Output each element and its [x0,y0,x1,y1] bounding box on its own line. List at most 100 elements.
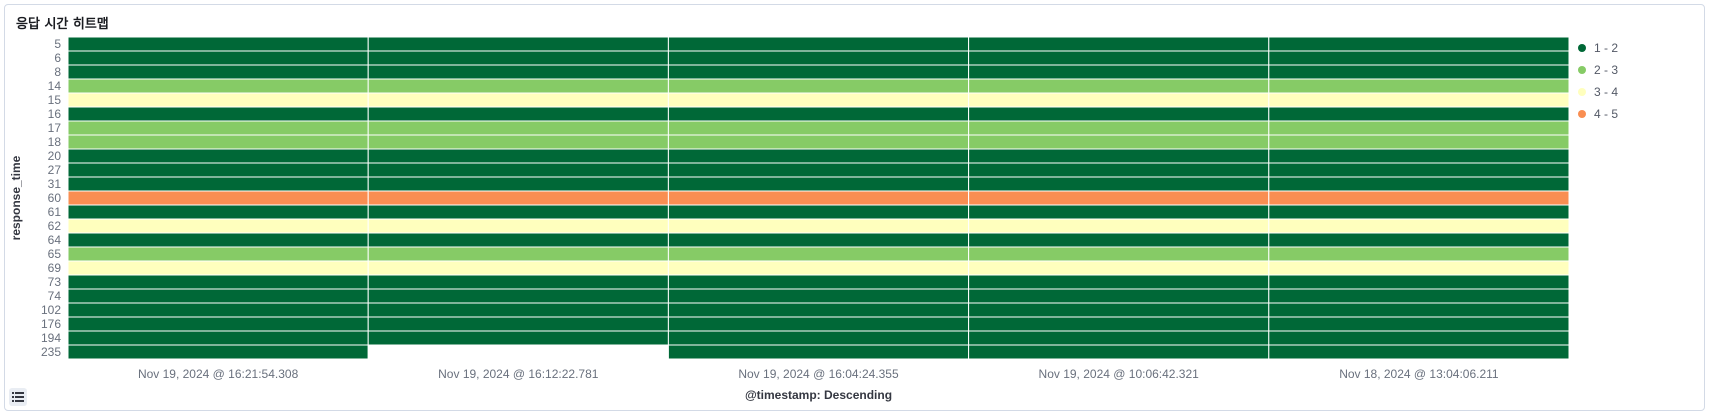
heatmap-cell [367,162,669,178]
y-tick-label: 64 [48,233,62,247]
heatmap-cell [1268,162,1570,178]
x-tick-label: Nov 18, 2024 @ 13:04:06.211 [1339,367,1499,381]
heatmap-cell [367,78,669,94]
y-tick-label: 61 [48,205,62,219]
heatmap-cell [67,260,369,276]
heatmap-cell [1268,36,1570,52]
heatmap-cell [667,120,970,136]
heatmap-cell [667,330,970,346]
heatmap-cell [1268,106,1570,122]
heatmap-cell [968,120,1270,136]
heatmap-cell [1268,218,1570,234]
heatmap-cell [968,106,1270,122]
legend-swatch [1578,88,1586,96]
heatmap-cell [1268,316,1570,332]
legend-swatch [1578,66,1586,74]
heatmap-cell [1268,78,1570,94]
heatmap-cell [67,176,369,192]
heatmap-cell [667,260,970,276]
heatmap-cell [968,260,1270,276]
heatmap-cell [968,92,1270,108]
heatmap-cell [67,106,369,122]
heatmap-cell [1268,344,1570,360]
y-axis-label: response_time [9,155,23,240]
heatmap-cell [67,218,369,234]
heatmap-cell [67,162,369,178]
y-tick-label: 17 [48,121,62,135]
heatmap-cell [367,232,669,248]
heatmap-cell [1268,302,1570,318]
heatmap-cell [968,64,1270,80]
y-tick-label: 60 [48,191,62,205]
heatmap-cell [1268,64,1570,80]
heatmap-cell [667,92,970,108]
heatmap-cell [968,36,1270,52]
heatmap-cell [367,64,669,80]
y-tick-label: 18 [48,135,62,149]
heatmap-cell [968,316,1270,332]
heatmap-cell [67,64,369,80]
x-tick-label: Nov 19, 2024 @ 16:04:24.355 [738,367,899,381]
heatmap-cell [968,134,1270,150]
heatmap-cell [367,246,669,262]
heatmap-cell [667,316,970,332]
heatmap-cell [667,232,970,248]
heatmap-cell [1268,148,1570,164]
heatmap-cell [968,330,1270,346]
heatmap-cell [367,176,669,192]
heatmap-cell [667,148,970,164]
heatmap-cell [367,190,669,206]
heatmap-cell [1268,134,1570,150]
heatmap-cell [67,302,369,318]
heatmap-cell [367,50,669,66]
list-icon [12,392,24,402]
heatmap-cell [367,148,669,164]
y-tick-label: 31 [48,177,62,191]
heatmap-cell [968,232,1270,248]
heatmap-cell [667,274,970,290]
heatmap-cell [67,78,369,94]
heatmap-cell [667,134,970,150]
legend-label: 4 - 5 [1594,107,1618,121]
y-tick-label: 65 [48,247,62,261]
heatmap-cell [67,120,369,136]
heatmap-cell [667,302,970,318]
heatmap-cell [667,36,970,52]
y-tick-label: 5 [54,37,61,51]
heatmap-cell [67,274,369,290]
heatmap-cell [67,50,369,66]
heatmap-cell [67,246,369,262]
legend-swatch [1578,110,1586,118]
heatmap-cell [1268,50,1570,66]
heatmap-cell [367,36,669,52]
y-tick-label: 15 [48,93,62,107]
heatmap-cell [1268,274,1570,290]
heatmap-cell [367,274,669,290]
y-tick-label: 6 [54,51,61,65]
y-tick-label: 235 [41,345,61,359]
heatmap-cell [367,330,669,346]
heatmap-cell [667,246,970,262]
heatmap-cell [67,92,369,108]
y-tick-label: 73 [48,275,62,289]
y-tick-label: 194 [41,331,61,345]
heatmap-cell [667,288,970,304]
heatmap-cell [67,316,369,332]
heatmap-cell [968,288,1270,304]
x-axis-label: @timestamp: Descending [745,388,892,402]
panel-title: 응답 시간 히트맵 [16,17,109,32]
heatmap-cell [968,148,1270,164]
heatmap-cell [667,176,970,192]
heatmap-cell [968,176,1270,192]
heatmap-cell [1268,120,1570,136]
heatmap-cell [367,288,669,304]
legend-label: 1 - 2 [1594,41,1618,55]
heatmap-cell [667,106,970,122]
y-tick-label: 69 [48,261,62,275]
legend-toggle-button[interactable] [9,388,27,406]
heatmap-cell [367,344,669,360]
heatmap-cell [367,260,669,276]
heatmap-cell [67,134,369,150]
heatmap-cell [667,344,970,360]
